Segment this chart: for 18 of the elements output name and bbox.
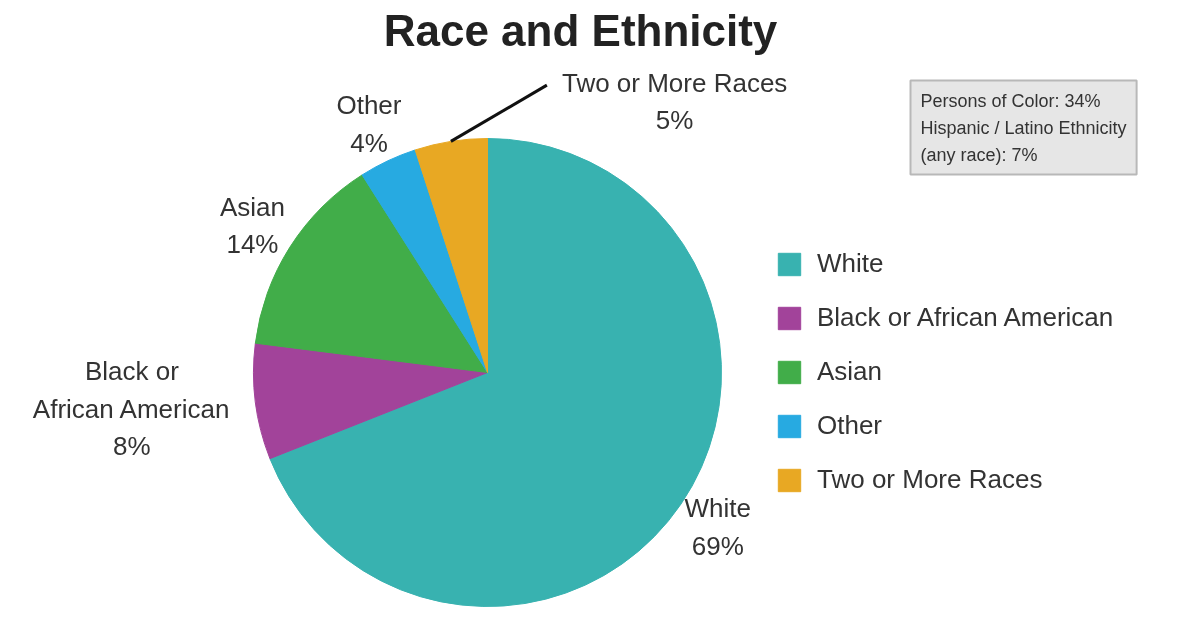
slice-label: Other [336,90,402,121]
legend-label: White [817,248,884,279]
slice-label: Asian [219,191,285,222]
text: Persons of Color: 34% [920,90,1101,111]
text: Hispanic / Latino Ethnicity (any race): 7% [920,117,1127,165]
legend-label: Other [817,410,883,441]
data-label: 14% [226,229,279,260]
data-label: 69% [691,530,744,561]
slice-label: White [684,493,751,524]
chart-title: Race and Ethnicity [383,6,778,55]
legend-label: Asian [817,356,883,387]
data-label: 5% [655,105,694,136]
data-label: 8% [113,431,151,462]
data-label: 4% [350,127,388,158]
slice-label: Two or More Races [561,67,788,98]
slice-label: Black or African American [32,356,230,424]
legend-label: Black or African American [817,302,1114,333]
legend-label: Two or More Races [817,464,1043,495]
